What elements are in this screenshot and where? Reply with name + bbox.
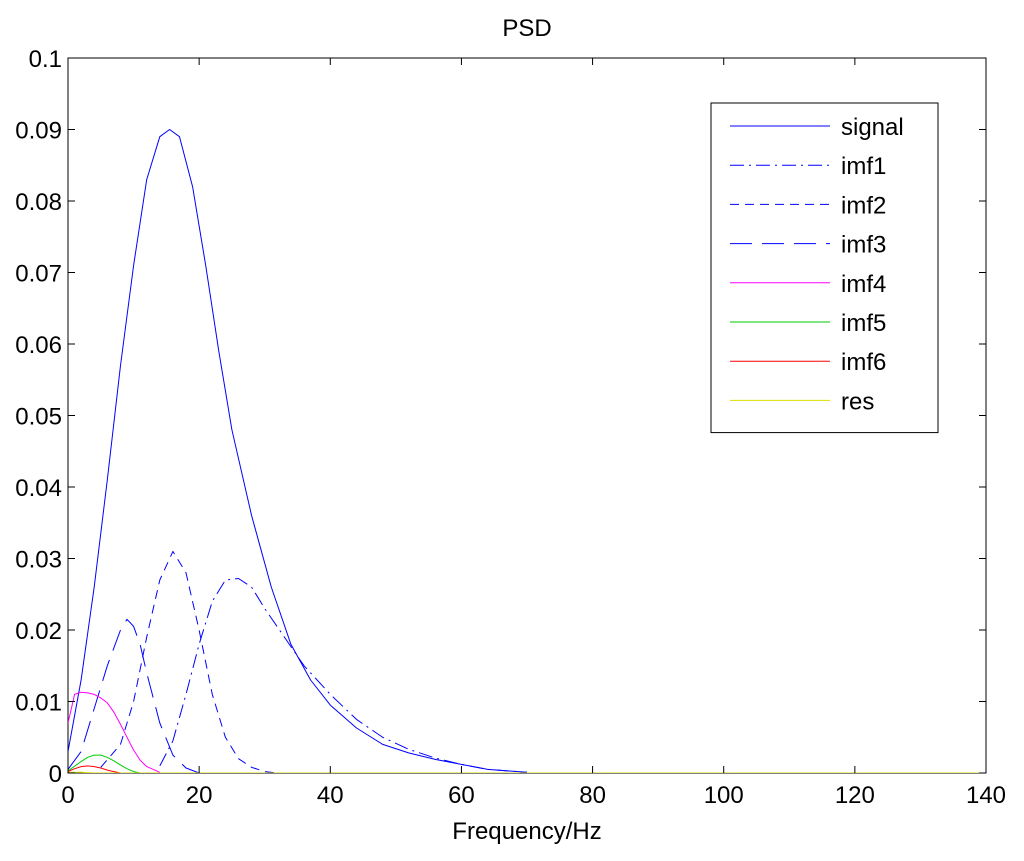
series-line-imf5 [68, 754, 141, 773]
legend-label-imf3: imf3 [841, 232, 886, 259]
x-tick-label: 120 [835, 782, 875, 809]
series-line-imf2 [100, 550, 278, 773]
y-tick-label: 0.07 [15, 261, 62, 288]
series-line-imf1 [159, 578, 528, 773]
y-tick-label: 0.01 [15, 690, 62, 717]
legend-label-imf4: imf4 [841, 271, 886, 298]
legend-label-imf5: imf5 [841, 310, 886, 337]
series-layer [68, 129, 986, 773]
axis-ticks: 0 20 40 60 80 100 120 140 0 0.01 0.02 0.03 0.04 0.05 0… [15, 46, 1006, 809]
y-tick-label: 0.02 [15, 618, 62, 645]
legend-box [710, 102, 939, 434]
legend-label-imf1: imf1 [841, 153, 886, 180]
series-line-imf6 [68, 765, 121, 773]
chart-title: PSD [502, 15, 551, 42]
y-tick-label: 0.09 [15, 118, 62, 145]
series-line-imf3 [68, 618, 200, 773]
legend-label-imf6: imf6 [841, 349, 886, 376]
y-tick-label: 0.06 [15, 332, 62, 359]
x-tick-label: 100 [704, 782, 744, 809]
y-tick-label: 0.08 [15, 189, 62, 216]
legend-label-res: res [841, 388, 874, 415]
x-tick-label: 140 [966, 782, 1006, 809]
x-tick-label: 0 [61, 782, 74, 809]
x-tick-label: 80 [579, 782, 606, 809]
x-tick-label: 40 [317, 782, 344, 809]
series-line-signal [68, 129, 528, 773]
y-tick-label: 0.04 [15, 475, 62, 502]
x-tick-label: 20 [186, 782, 213, 809]
series-line-res [68, 771, 986, 773]
x-axis-label: Frequency/Hz [452, 818, 601, 845]
y-tick-label: 0.03 [15, 547, 62, 574]
legend-label-imf2: imf2 [841, 192, 886, 219]
series-line-imf4 [68, 691, 160, 773]
legend-label-signal: signal [841, 114, 904, 141]
y-tick-label: 0 [49, 761, 62, 788]
y-tick-label: 0.1 [29, 46, 62, 73]
legend: signal imf1 imf2 imf3 imf4 imf5 imf6 res [710, 102, 939, 434]
y-tick-label: 0.05 [15, 404, 62, 431]
x-tick-label: 60 [448, 782, 475, 809]
